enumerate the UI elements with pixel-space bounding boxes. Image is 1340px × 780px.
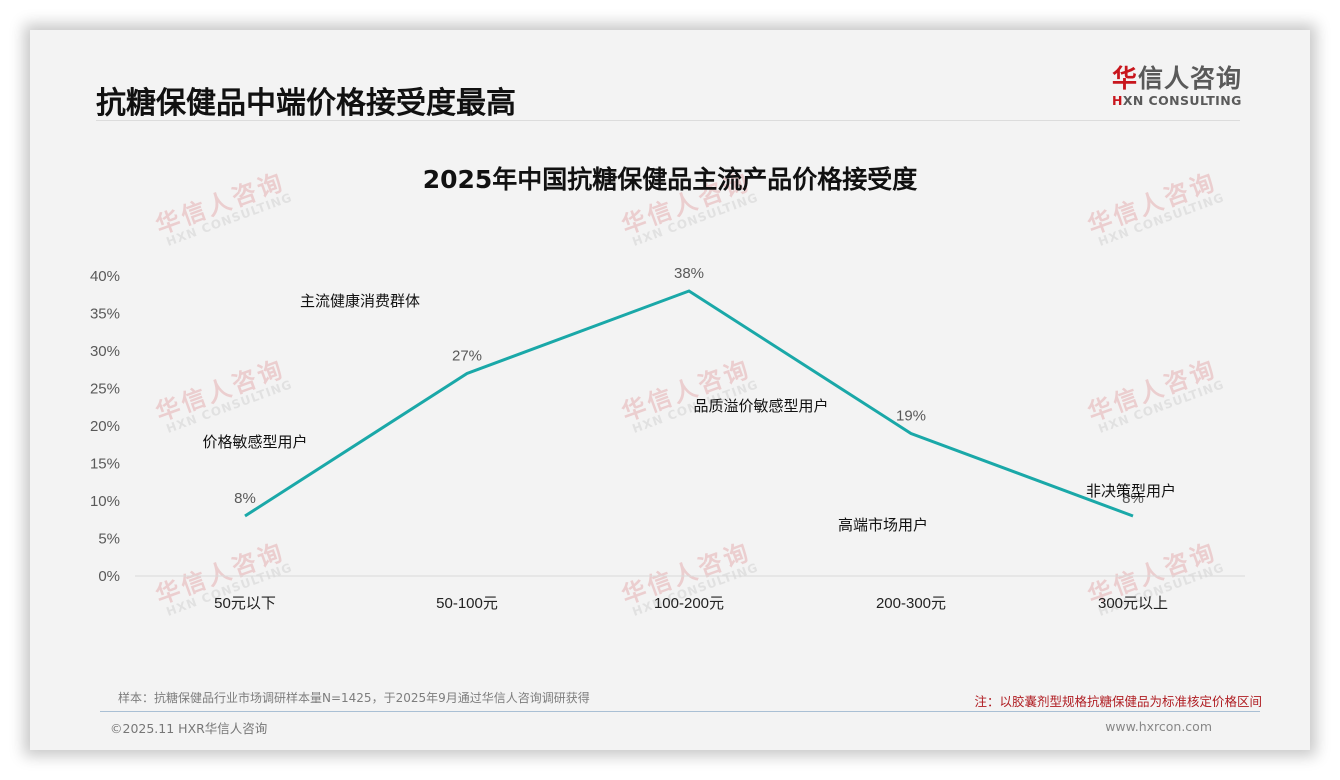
segment-annotation: 非决策型用户 — [1086, 483, 1176, 500]
y-tick-label: 30% — [90, 343, 120, 360]
company-logo: 华信人咨询 HXN CONSULTING — [1112, 64, 1252, 108]
title-divider — [96, 120, 1240, 121]
y-tick-label: 15% — [90, 456, 120, 473]
data-label: 38% — [674, 265, 704, 282]
x-tick-label: 50元以下 — [214, 595, 276, 612]
data-labels: 8% 27% 38% 19% 8% — [234, 265, 1144, 507]
y-tick-label: 0% — [98, 568, 120, 585]
segment-annotation: 主流健康消费群体 — [300, 293, 420, 310]
x-tick-label: 200-300元 — [876, 595, 946, 612]
y-tick-label: 20% — [90, 418, 120, 435]
logo-en: HXN CONSULTING — [1112, 93, 1242, 108]
y-tick-label: 10% — [90, 493, 120, 510]
x-axis: 50元以下 50-100元 100-200元 200-300元 300元以上 — [214, 595, 1168, 612]
data-label: 8% — [234, 490, 256, 507]
line-chart: 0% 5% 10% 15% 20% 25% 30% 35% 40% 50元以下 50-100元 10… — [90, 265, 1245, 612]
y-tick-label: 40% — [90, 268, 120, 285]
data-label: 27% — [452, 348, 482, 365]
chart-title: 2025年中国抗糖保健品主流产品价格接受度 — [422, 165, 918, 194]
sample-note: 样本：抗糖保健品行业市场调研样本量N=1425，于2025年9月通过华信人咨询调… — [118, 691, 590, 705]
segment-annotation: 高端市场用户 — [838, 517, 928, 534]
y-tick-label: 5% — [98, 531, 120, 548]
y-tick-label: 25% — [90, 381, 120, 398]
page-title: 抗糖保健品中端价格接受度最高 — [96, 86, 516, 121]
data-label: 19% — [896, 408, 926, 425]
copyright: ©2025.11 HXR华信人咨询 — [110, 721, 268, 736]
segment-annotation: 品质溢价敏感型用户 — [693, 398, 828, 415]
x-tick-label: 100-200元 — [654, 595, 724, 612]
series-line — [244, 289, 1134, 518]
footer-divider — [100, 711, 1260, 712]
slide: 华信人咨询 HXN CONSULTING 华信人咨询 HXN CONSULTIN… — [30, 30, 1310, 750]
method-note: 注：以胶囊剂型规格抗糖保健品为标准核定价格区间 — [974, 694, 1262, 709]
data-label: 8% — [1122, 490, 1144, 507]
x-tick-label: 300元以上 — [1098, 595, 1168, 612]
website-link[interactable]: www.hxrcon.com — [1105, 719, 1212, 734]
y-axis: 0% 5% 10% 15% 20% 25% 30% 35% 40% — [90, 268, 120, 585]
x-tick-label: 50-100元 — [436, 595, 498, 612]
logo-cn: 华信人咨询 — [1112, 64, 1243, 93]
y-tick-label: 35% — [90, 306, 120, 323]
segment-annotation: 价格敏感型用户 — [202, 434, 307, 451]
